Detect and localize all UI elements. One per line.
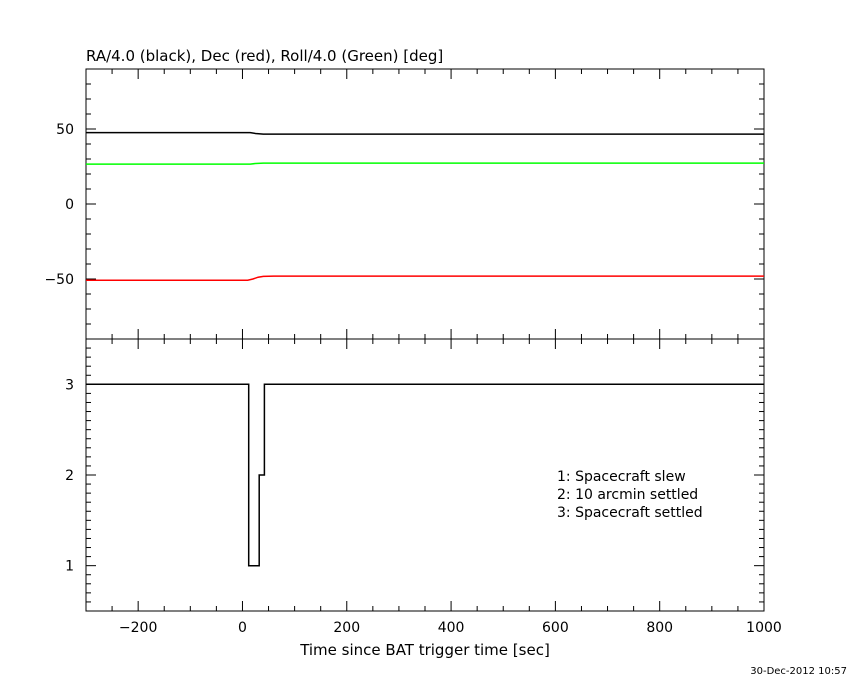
top-panel-title: RA/4.0 (black), Dec (red), Roll/4.0 (Gre… bbox=[86, 47, 443, 65]
plot-series bbox=[86, 131, 764, 567]
x-axis-label: Time since BAT trigger time [sec] bbox=[299, 641, 550, 659]
legend: 1: Spacecraft slew 2: 10 arcmin settled … bbox=[557, 469, 703, 521]
roll-series-line bbox=[86, 162, 764, 165]
axis-tick-labels: −200 0 200 400 600 800 1000 −50 0 50 1 2 3 bbox=[44, 122, 781, 636]
x-tick-label: 200 bbox=[333, 620, 360, 636]
top-panel-frame bbox=[85, 68, 765, 340]
legend-entry-2: 2: 10 arcmin settled bbox=[557, 487, 698, 503]
x-tick-label: 800 bbox=[646, 620, 673, 636]
x-tick-label: 1000 bbox=[746, 620, 782, 636]
x-tick-label: −200 bbox=[119, 620, 157, 636]
ra-series-line bbox=[86, 131, 764, 135]
y-tick-label: 0 bbox=[65, 197, 74, 213]
x-tick-label: 600 bbox=[542, 620, 569, 636]
y-tick-label: −50 bbox=[44, 272, 74, 288]
x-tick-label: 0 bbox=[238, 620, 247, 636]
legend-entry-3: 3: Spacecraft settled bbox=[557, 505, 703, 521]
y-tick-label: 50 bbox=[56, 122, 74, 138]
y-tick-label: 1 bbox=[65, 559, 74, 575]
x-tick-label: 400 bbox=[438, 620, 465, 636]
timestamp: 30-Dec-2012 10:57 bbox=[750, 666, 847, 677]
settle-status-line bbox=[86, 383, 764, 567]
legend-entry-1: 1: Spacecraft slew bbox=[557, 469, 686, 485]
axis-ticks bbox=[86, 69, 764, 611]
y-tick-label: 3 bbox=[65, 377, 74, 393]
dec-series-line bbox=[86, 275, 764, 281]
y-tick-label: 2 bbox=[65, 468, 74, 484]
